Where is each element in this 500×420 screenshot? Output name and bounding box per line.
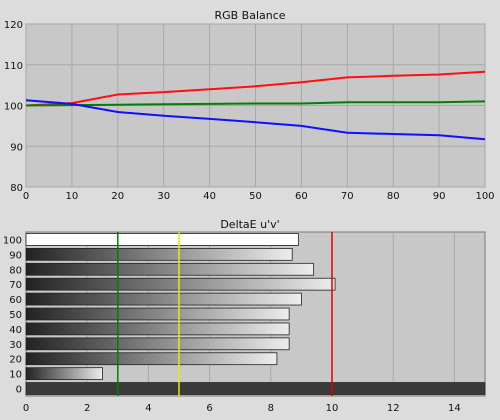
rgb-y-tick-label: 110 (4, 61, 23, 72)
deltae-bar-80 (25, 262, 315, 276)
deltae-x-tick-label: 8 (268, 403, 274, 414)
rgb-series-line-0 (25, 70, 486, 107)
deltae-x-tick-label: 2 (84, 403, 90, 414)
rgb-x-tick-label: 80 (387, 191, 400, 202)
rgb-x-tick-label: 90 (433, 191, 446, 202)
deltae-x-tick-label: 6 (206, 403, 212, 414)
deltae-category-label: 60 (9, 295, 22, 306)
rgb-series-line-1 (25, 100, 486, 107)
deltae-bar-50 (25, 307, 290, 321)
deltae-category-label: 40 (9, 325, 22, 336)
deltae-bar-100 (25, 233, 299, 246)
deltae-category-label: 30 (9, 340, 22, 351)
deltae-bar-90 (25, 248, 293, 261)
deltae-bar-10 (25, 367, 103, 380)
rgb-y-tick-label: 100 (4, 102, 23, 113)
deltae-category-label: 20 (9, 355, 22, 366)
deltae-category-label: 90 (9, 250, 22, 261)
deltae-bar-30 (25, 337, 290, 351)
deltae-category-label: 80 (9, 265, 22, 276)
rgb-x-tick-label: 10 (66, 191, 79, 202)
deltae-x-tick-label: 14 (448, 403, 461, 414)
deltae-category-label: 0 (16, 385, 22, 396)
deltae-bar-70 (25, 277, 336, 291)
deltae-bar-20 (25, 352, 278, 366)
rgb-x-tick-label: 30 (157, 191, 170, 202)
deltae-x-tick-label: 10 (326, 403, 339, 414)
rgb-x-tick-label: 70 (341, 191, 354, 202)
deltae-title: DeltaE u'v' (220, 218, 280, 231)
deltae-bar-40 (25, 322, 290, 336)
deltae-bar-60 (25, 292, 302, 306)
deltae-category-label: 50 (9, 310, 22, 321)
rgb-y-tick-label: 90 (10, 142, 23, 153)
deltae-x-tick-label: 0 (23, 403, 29, 414)
deltae-bar-0 (25, 382, 486, 395)
rgb-x-tick-label: 0 (23, 191, 29, 202)
deltae-category-label: 100 (3, 235, 22, 246)
deltae-x-tick-label: 4 (145, 403, 151, 414)
deltae-x-tick-label: 12 (387, 403, 400, 414)
deltae-category-label: 10 (9, 370, 22, 381)
rgb-x-tick-label: 50 (249, 191, 262, 202)
rgb-balance-chart: 0 10 20 30 40 50 60 70 80 90 100 80 90 100 110 120 (4, 20, 495, 202)
rgb-x-tick-label: 60 (295, 191, 308, 202)
rgb-y-tick-label: 120 (4, 20, 23, 31)
rgb-x-tick-label: 20 (111, 191, 124, 202)
rgb-y-tick-label: 80 (10, 183, 23, 194)
rgb-x-tick-label: 100 (475, 191, 494, 202)
rgb-x-tick-label: 40 (203, 191, 216, 202)
deltae-category-label: 70 (9, 280, 22, 291)
rgb-balance-title: RGB Balance (214, 9, 286, 22)
